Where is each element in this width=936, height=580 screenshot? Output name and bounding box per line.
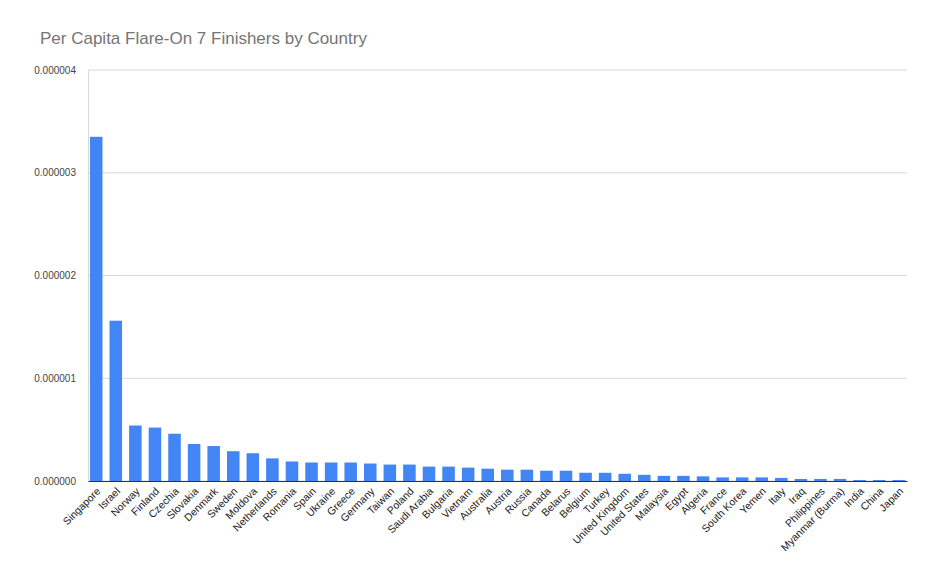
y-axis: 0.000000 0.000001 0.000002 0.000003 0.000004 (34, 65, 88, 487)
bar (129, 426, 142, 481)
bar (110, 321, 123, 481)
x-tick: Yemen (737, 481, 768, 516)
bar (325, 463, 338, 481)
bar (540, 471, 553, 481)
chart-svg: Per Capita Flare-On 7 Finishers by Count… (0, 0, 936, 580)
bar (618, 474, 631, 481)
bar (227, 451, 240, 481)
bar (168, 434, 181, 481)
x-tick: Myanmar (Burma) (778, 481, 846, 553)
bar (247, 453, 260, 481)
grid-line (88, 378, 907, 379)
plot: 0.000000 0.000001 0.000002 0.000003 0.000004… (34, 65, 907, 553)
x-tick-label: Myanmar (Burma) (778, 485, 846, 553)
y-tick-label: 0.000002 (34, 270, 76, 281)
grid-line (88, 275, 907, 276)
bar (697, 476, 710, 481)
x-tick-label: Yemen (737, 485, 768, 516)
bar (344, 463, 357, 481)
chart-title: Per Capita Flare-On 7 Finishers by Count… (40, 29, 367, 48)
x-tick: Italy (766, 481, 789, 507)
bar (286, 461, 299, 481)
grid-line (88, 70, 907, 71)
bar (755, 477, 768, 481)
bar (814, 479, 827, 481)
bar (638, 475, 651, 481)
x-tick-label: Japan (876, 485, 905, 514)
bar (266, 458, 279, 481)
bar (599, 473, 612, 481)
bar (364, 464, 377, 481)
grid (88, 70, 907, 481)
bar (403, 465, 416, 481)
y-tick-label: 0.000003 (34, 167, 76, 178)
bar (658, 476, 671, 481)
y-tick-label: 0.000004 (34, 65, 76, 76)
y-tick: 0.000001 (34, 373, 88, 384)
bar (501, 470, 514, 481)
bar (149, 428, 162, 481)
bar (736, 477, 749, 481)
bar (795, 479, 808, 481)
grid-line (88, 172, 907, 173)
x-axis-line (89, 481, 908, 482)
bar (90, 137, 103, 481)
bar (188, 444, 201, 481)
x-tick: Japan (876, 481, 905, 514)
y-tick-label: 0.000000 (34, 476, 76, 487)
bar (775, 478, 788, 481)
x-axis: SingaporeIsraelNorwayFinlandCzechiaSlova… (60, 481, 907, 553)
y-tick-label: 0.000001 (34, 373, 76, 384)
bar (834, 479, 847, 481)
y-tick: 0.000003 (34, 167, 88, 178)
bar (481, 469, 494, 481)
bar (853, 480, 866, 481)
bars (90, 137, 905, 481)
bar (423, 467, 436, 481)
bar (207, 446, 220, 481)
bar (579, 473, 592, 481)
bar (462, 468, 475, 481)
bar (521, 470, 534, 481)
y-tick: 0.000004 (34, 65, 88, 76)
background (0, 0, 936, 580)
bar (873, 480, 886, 481)
x-tick-label: Italy (766, 484, 789, 507)
y-tick: 0.000000 (34, 476, 88, 487)
bar (384, 465, 397, 481)
bar (305, 463, 318, 481)
x-tick-label: Singapore (60, 485, 102, 527)
bar (716, 477, 729, 481)
y-axis-line (88, 71, 89, 482)
bar (893, 480, 906, 481)
bar (442, 467, 455, 481)
bar (677, 476, 690, 481)
y-tick: 0.000002 (34, 270, 88, 281)
bar (560, 471, 573, 481)
